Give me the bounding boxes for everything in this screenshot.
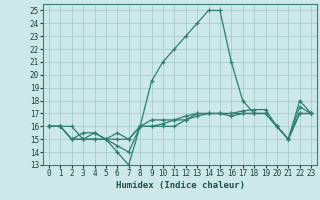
X-axis label: Humidex (Indice chaleur): Humidex (Indice chaleur) [116,181,244,190]
